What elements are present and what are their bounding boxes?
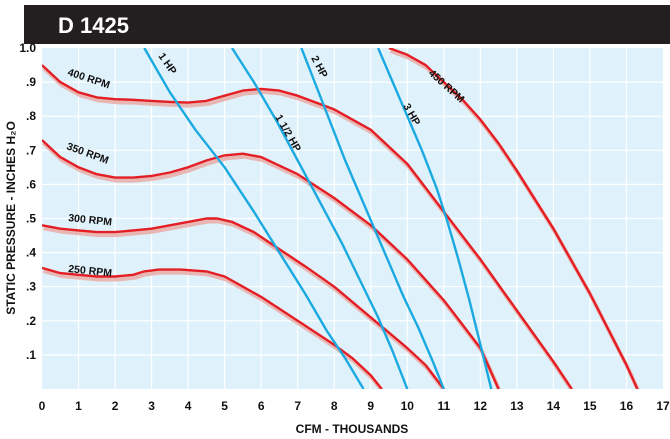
x-tick-label: 16	[620, 399, 634, 413]
y-tick-label: .9	[26, 75, 36, 89]
rpm-curve-label: 250 RPM	[68, 263, 113, 280]
x-axis-ticks: 0 1 2 3 4 5 6 7 8 9 10 11 12 13 14 15 16 17	[39, 399, 670, 413]
x-tick-label: 5	[221, 399, 228, 413]
x-tick-label: 7	[294, 399, 301, 413]
x-tick-label: 12	[474, 399, 488, 413]
x-tick-label: 11	[437, 399, 450, 413]
hp-curve-1-1-2-hp	[230, 48, 409, 389]
y-tick-label: .3	[26, 280, 36, 294]
hp-curve-2-hp	[300, 48, 445, 389]
x-tick-label: 2	[112, 399, 119, 413]
rpm-curve-350-rpm	[42, 139, 500, 389]
hp-curve-3-hp	[376, 48, 493, 389]
title-bar	[24, 5, 670, 44]
rpm-curves	[42, 48, 639, 389]
x-tick-label: 4	[185, 399, 192, 413]
y-tick-label: .1	[26, 348, 36, 362]
y-tick-label: .2	[26, 314, 36, 328]
horsepower-curves	[143, 48, 493, 389]
y-tick-label: 1.0	[19, 41, 36, 55]
x-tick-label: 3	[148, 399, 155, 413]
rpm-curve-400-rpm	[42, 64, 573, 389]
x-tick-label: 1	[75, 399, 82, 413]
x-tick-label: 17	[656, 399, 670, 413]
y-tick-label: .5	[26, 212, 36, 226]
y-axis-label: STATIC PRESSURE - INCHES H₂O	[4, 121, 18, 315]
x-tick-label: 15	[583, 399, 597, 413]
y-tick-label: .7	[26, 143, 36, 157]
x-axis-label: CFM - THOUSANDS	[296, 422, 409, 436]
x-tick-label: 0	[39, 399, 46, 413]
x-tick-label: 8	[331, 399, 338, 413]
x-tick-label: 13	[510, 399, 524, 413]
y-tick-label: .4	[26, 246, 36, 260]
rpm-curve-shadow	[43, 219, 446, 389]
chart-title: D 1425	[58, 13, 129, 38]
grid-lines	[42, 48, 663, 389]
rpm-curve-300-rpm	[42, 217, 445, 389]
y-tick-label: .6	[26, 177, 36, 191]
rpm-curve-label: 300 RPM	[68, 212, 113, 229]
hp-curve-1-hp	[143, 48, 365, 389]
x-tick-label: 6	[258, 399, 265, 413]
y-tick-label: .8	[26, 109, 36, 123]
y-axis-ticks: .1 .2 .3 .4 .5 .6 .7 .8 .9 1.0	[19, 41, 36, 362]
rpm-curve-450-rpm	[388, 48, 639, 389]
x-tick-label: 10	[401, 399, 415, 413]
x-tick-label: 9	[367, 399, 374, 413]
x-tick-label: 14	[547, 399, 561, 413]
